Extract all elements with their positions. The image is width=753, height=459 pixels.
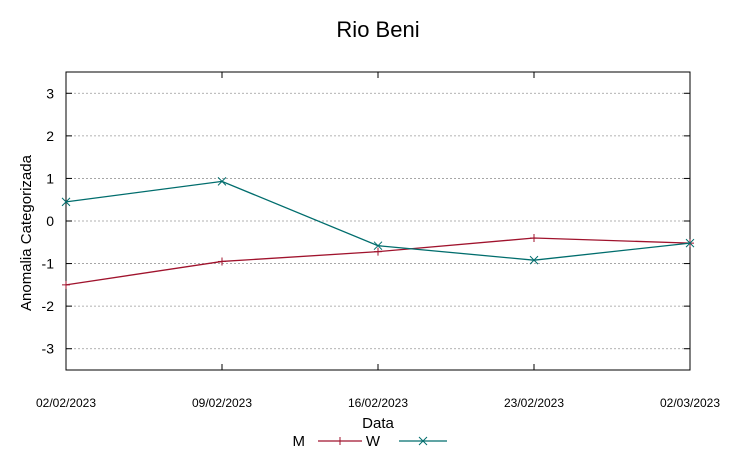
data-point [336, 437, 344, 445]
data-point [530, 234, 538, 243]
data-point [373, 241, 383, 251]
x-tick-label: 09/02/2023 [192, 396, 252, 410]
data-point [217, 177, 227, 186]
x-tick-label: 02/02/2023 [36, 396, 96, 410]
y-tick-label: -2 [42, 298, 55, 314]
y-axis-label: Anomalia Categorizada [18, 154, 35, 311]
chart-title: Rio Beni [336, 17, 419, 42]
data-point [218, 257, 226, 266]
grid-lines [66, 92, 690, 350]
series-lines [61, 177, 695, 289]
y-tick-label: -3 [42, 341, 55, 357]
legend-label: W [366, 433, 381, 450]
data-point [62, 280, 70, 289]
legend-label: M [293, 433, 306, 450]
plot-area-frame [65, 71, 691, 371]
data-point [685, 238, 695, 248]
data-point [418, 436, 428, 446]
data-point [61, 197, 71, 207]
x-tick-label: 23/02/2023 [504, 396, 564, 410]
x-tick-label: 02/03/2023 [660, 396, 720, 410]
y-tick-label: 3 [46, 85, 54, 101]
x-axis-ticks: 02/02/2023 09/02/2023 16/02/2023 23/02/2023… [36, 72, 720, 410]
y-tick-label: -1 [42, 256, 55, 272]
y-tick-label: 1 [46, 170, 54, 186]
y-tick-label: 2 [46, 128, 54, 144]
x-axis-label: Data [362, 415, 394, 432]
data-point [374, 247, 382, 256]
y-tick-label: 0 [46, 213, 54, 229]
x-tick-label: 16/02/2023 [348, 396, 408, 410]
y-axis-ticks: -3 -2 -1 0 1 2 3 [42, 85, 690, 357]
data-point [529, 255, 539, 265]
